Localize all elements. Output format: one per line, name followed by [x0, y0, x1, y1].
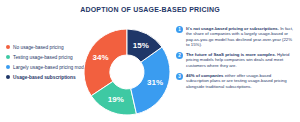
svg-text:19%: 19% — [108, 95, 124, 104]
svg-text:15%: 15% — [133, 41, 149, 50]
html-text:46% of companies either offer: 46% of companies either offer usage-base… — [186, 73, 287, 89]
html-text:The future of SaaS pricing is: The future of SaaS pricing is more compl… — [186, 52, 290, 68]
html-text:Testing usage-based pricing: Testing usage-based pricing — [13, 54, 73, 60]
html-text:ADOPTION OF USAGE-BASED PRICIN: ADOPTION OF USAGE-BASED PRICING — [80, 6, 220, 13]
svg-text:31%: 31% — [147, 78, 163, 87]
html-text:It's not usage-based pricing o: It's not usage-based pricing or subscrip… — [186, 26, 293, 47]
html-text:No usage-based pricing: No usage-based pricing — [13, 44, 64, 50]
html-text:3: 3 — [178, 74, 181, 80]
html-text:2: 2 — [178, 53, 181, 59]
html-text:1: 1 — [178, 27, 181, 32]
svg-text:34%: 34% — [93, 53, 109, 62]
html-text:Usage-based subscriptions: Usage-based subscriptions — [13, 74, 76, 80]
html-text:Largely usage-based pricing mo: Largely usage-based pricing model — [13, 64, 88, 70]
